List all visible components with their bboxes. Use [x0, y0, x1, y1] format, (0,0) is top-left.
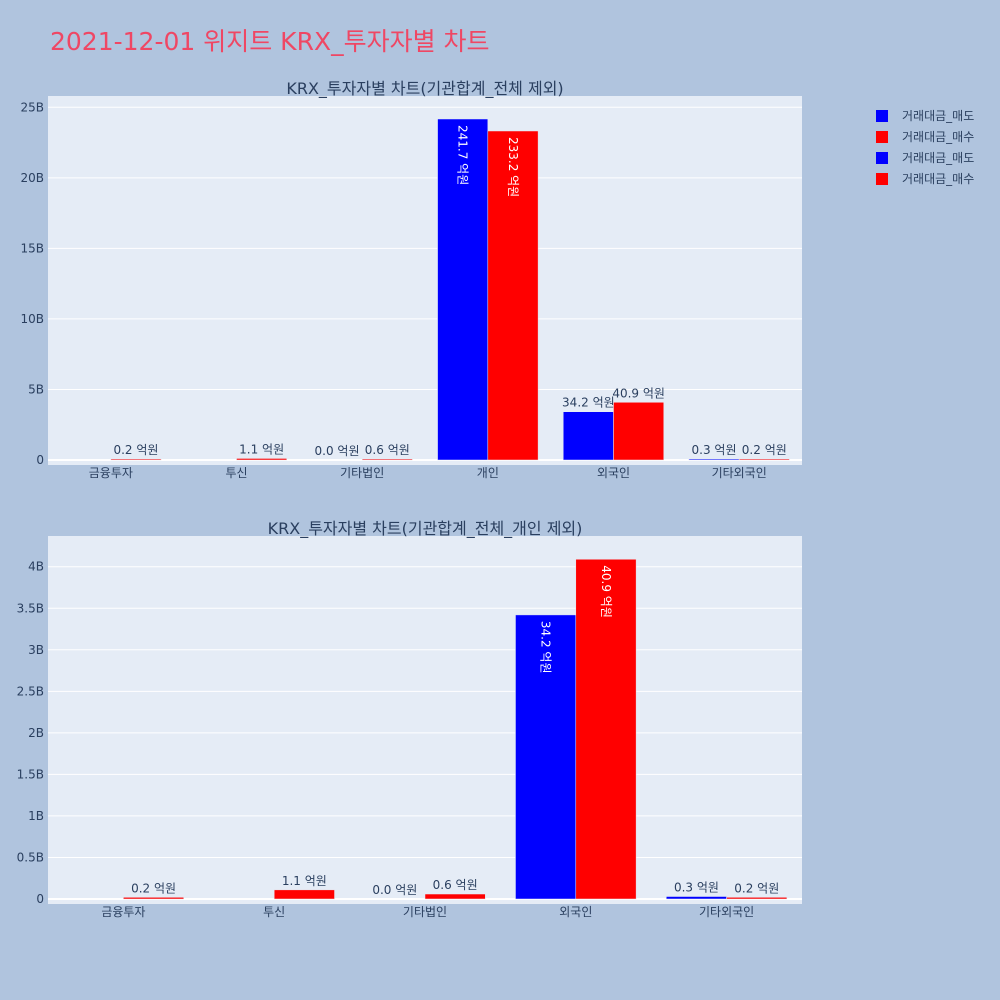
bar-value-label: 40.9 억원 [612, 386, 665, 400]
x-tick-label: 기타외국인 [699, 905, 754, 919]
legend-item[interactable]: 거래대금_매수 [876, 130, 974, 144]
x-tick-label: 금융투자 [89, 466, 133, 480]
bar[interactable] [515, 614, 577, 900]
bar[interactable] [726, 897, 788, 900]
bar-value-label: 241.7 억원 [456, 125, 470, 185]
bar-value-label: 0.3 억원 [674, 881, 719, 895]
bar-value-label: 0.6 억원 [433, 878, 478, 892]
x-tick-label: 외국인 [559, 905, 592, 919]
x-tick-label: 금융투자 [101, 905, 145, 919]
y-tick-label: 0 [36, 453, 44, 467]
bar[interactable] [575, 559, 637, 900]
bar[interactable] [613, 402, 665, 461]
x-tick-label: 기타법인 [403, 905, 447, 919]
bar-value-label: 233.2 억원 [506, 137, 520, 197]
y-tick-label: 0 [36, 892, 44, 906]
legend-swatch [876, 152, 888, 164]
bar[interactable] [688, 458, 740, 461]
y-tick-label: 20B [20, 171, 44, 185]
y-tick-label: 2.5B [17, 684, 44, 698]
plot-area [48, 536, 802, 904]
bar-value-label: 34.2 억원 [562, 396, 615, 410]
y-tick-label: 2B [28, 726, 44, 740]
x-tick-label: 개인 [477, 466, 499, 480]
page-title: 2021-12-01 위지트 KRX_투자자별 차트 [50, 27, 490, 56]
bar-value-label: 0.0 억원 [372, 883, 417, 897]
subplot-title: KRX_투자자별 차트(기관합계_전체 제외) [286, 79, 563, 99]
y-tick-label: 0.5B [17, 850, 44, 864]
bar-value-label: 0.2 억원 [113, 443, 158, 457]
bar[interactable] [738, 458, 790, 461]
bar[interactable] [437, 118, 489, 461]
bar[interactable] [273, 889, 335, 900]
y-tick-label: 4B [28, 560, 44, 574]
x-tick-label: 투신 [263, 905, 285, 919]
bar[interactable] [110, 458, 162, 461]
bar-value-label: 0.2 억원 [734, 881, 779, 895]
bar[interactable] [424, 893, 486, 900]
legend-swatch [876, 173, 888, 185]
bar[interactable] [666, 896, 727, 900]
subplot-2: 0 0.5B 1B 1.5B 2B 2.5B 3B 3.5B 4B KRX_투자자별 차트(기관합… [17, 519, 802, 919]
x-tick-label: 기타법인 [340, 466, 384, 480]
subplot-title: KRX_투자자별 차트(기관합계_전체_개인 제외) [268, 519, 583, 539]
bar[interactable] [361, 458, 413, 461]
legend-label: 거래대금_매도 [902, 109, 974, 123]
legend-label: 거래대금_매도 [902, 151, 974, 165]
bar-value-label: 0.3 억원 [692, 443, 737, 457]
bar-value-label: 1.1 억원 [239, 442, 284, 456]
subplots: 0 5B 10B 15B 20B 25B KRX_투자자별 차트(기관합계_전체 제외) 금융… [17, 79, 802, 919]
bar-value-label: 40.9 억원 [599, 565, 613, 618]
y-tick-label: 25B [20, 100, 44, 114]
bar-value-label: 34.2 억원 [539, 621, 553, 674]
y-tick-label: 1.5B [17, 767, 44, 781]
y-tick-label: 15B [20, 241, 44, 255]
legend-swatch [876, 131, 888, 143]
subplot-1: 0 5B 10B 15B 20B 25B KRX_투자자별 차트(기관합계_전체 제외) 금융… [20, 79, 802, 480]
bar-value-label: 0.6 억원 [365, 443, 410, 457]
legend-item[interactable]: 거래대금_매도 [876, 109, 974, 123]
legend-item[interactable]: 거래대금_매수 [876, 172, 974, 186]
y-tick-label: 1B [28, 809, 44, 823]
bar-value-label: 0.2 억원 [742, 443, 787, 457]
x-tick-label: 투신 [225, 466, 247, 480]
x-tick-label: 기타외국인 [712, 466, 767, 480]
y-tick-label: 10B [20, 312, 44, 326]
y-tick-label: 5B [28, 382, 44, 396]
plot-area [48, 96, 802, 465]
legend-swatch [876, 110, 888, 122]
bar[interactable] [123, 897, 184, 900]
bar-value-label: 1.1 억원 [282, 874, 327, 888]
y-tick-label: 3B [28, 643, 44, 657]
y-tick-label: 3.5B [17, 601, 44, 615]
bar[interactable] [236, 458, 288, 461]
bar[interactable] [562, 411, 614, 461]
bar-value-label: 0.0 억원 [315, 444, 360, 458]
legend-item[interactable]: 거래대금_매도 [876, 151, 974, 165]
legend-label: 거래대금_매수 [902, 172, 974, 186]
legend-label: 거래대금_매수 [902, 130, 974, 144]
bar-value-label: 0.2 억원 [131, 881, 176, 895]
bar[interactable] [487, 130, 539, 461]
x-tick-label: 외국인 [597, 466, 630, 480]
